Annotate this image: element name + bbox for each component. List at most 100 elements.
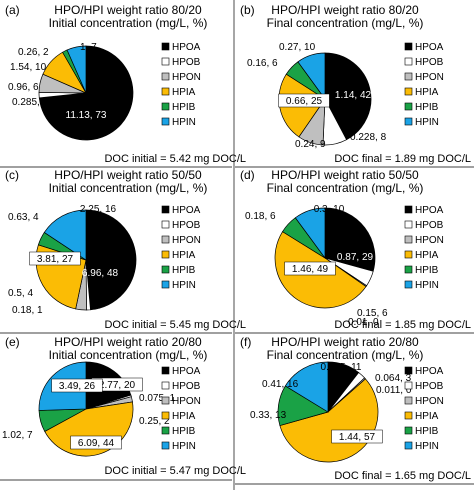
doc-text: DOC initial = 5.47 mg DOC/L bbox=[104, 465, 246, 477]
slice-label-box bbox=[29, 251, 81, 266]
legend-swatch-hpob bbox=[404, 381, 413, 390]
slice-label-hpon: 0.24, 9 bbox=[295, 139, 326, 150]
panel-label: (d) bbox=[240, 168, 255, 182]
slice-label-hpob: 0.15, 6 bbox=[357, 308, 388, 319]
legend-label-hpoa: HPOA bbox=[172, 42, 201, 53]
panel-title: HPO/HPI weight ratio 20/80 bbox=[271, 335, 419, 349]
slice-label-hpib: 0.26, 2 bbox=[18, 47, 49, 58]
legend-swatch-hpia bbox=[404, 411, 413, 420]
legend-swatch-hpob bbox=[404, 220, 413, 229]
panel-label: (e) bbox=[5, 335, 20, 349]
panel-subtitle: Final concentration (mg/L, %) bbox=[267, 348, 424, 362]
doc-text: DOC initial = 5.42 mg DOC/L bbox=[104, 153, 246, 165]
legend-label-hpon: HPON bbox=[172, 235, 201, 246]
slice-label-hpob: 0.075, 1 bbox=[139, 393, 176, 404]
panel-title: HPO/HPI weight ratio 80/20 bbox=[54, 3, 202, 17]
legend-swatch-hpob bbox=[161, 57, 170, 66]
legend-label-hpoa: HPOA bbox=[415, 366, 444, 377]
legend-label-hpia: HPIA bbox=[415, 411, 439, 422]
slice-label-hpob: 0.064, 3 bbox=[375, 373, 412, 384]
legend-label-hpob: HPOB bbox=[415, 57, 444, 68]
legend-label-hpoa: HPOA bbox=[415, 42, 444, 53]
legend-swatch-hpia bbox=[161, 250, 170, 259]
legend-swatch-hpib bbox=[161, 265, 170, 274]
panel-label: (c) bbox=[5, 168, 19, 182]
legend-label-hpob: HPOB bbox=[172, 220, 201, 231]
panel-title: HPO/HPI weight ratio 80/20 bbox=[271, 3, 419, 17]
legend-swatch-hpoa bbox=[161, 42, 170, 51]
legend-label-hpib: HPIB bbox=[172, 426, 196, 437]
slice-label-hpon: 0.01, 0 bbox=[348, 317, 379, 328]
legend-swatch-hpoa bbox=[161, 366, 170, 375]
slice-label-hpoa: 1.14, 42 bbox=[335, 90, 372, 101]
slice-label-hpob: 0.228, 8 bbox=[350, 132, 387, 143]
slice-label-hpia: 1.44, 57 bbox=[339, 432, 376, 443]
slice-label-hpib: 0.16, 6 bbox=[247, 58, 278, 69]
legend-label-hpoa: HPOA bbox=[172, 205, 201, 216]
legend-label-hpia: HPIA bbox=[172, 411, 196, 422]
doc-text: DOC final = 1.89 mg DOC/L bbox=[334, 153, 471, 165]
pie-slice-hpoa bbox=[85, 209, 137, 311]
legend-swatch-hpon bbox=[161, 235, 170, 244]
pie-slice-hpin bbox=[66, 45, 87, 94]
panel-subtitle: Initial concentration (mg/L, %) bbox=[49, 348, 208, 362]
legend-label-hpib: HPIB bbox=[415, 426, 439, 437]
slice-label-hpoa: 0.265, 11 bbox=[321, 362, 362, 373]
legend-swatch-hpin bbox=[161, 280, 170, 289]
slice-label-hpon: 0.96, 6 bbox=[8, 82, 39, 93]
legend-label-hpob: HPOB bbox=[415, 220, 444, 231]
pie-slice-hpoa bbox=[324, 52, 372, 141]
panel-label: (f) bbox=[240, 335, 251, 349]
legend-label-hpin: HPIN bbox=[415, 441, 439, 452]
panel-subtitle: Final concentration (mg/L, %) bbox=[267, 181, 424, 195]
legend-label-hpia: HPIA bbox=[415, 87, 439, 98]
legend-label-hpin: HPIN bbox=[415, 280, 439, 291]
legend-label-hpin: HPIN bbox=[172, 280, 196, 291]
legend-label-hpon: HPON bbox=[172, 72, 201, 83]
legend-label-hpon: HPON bbox=[415, 396, 444, 407]
slice-label-hpib: 0.33, 13 bbox=[250, 410, 287, 421]
legend-swatch-hpin bbox=[404, 117, 413, 126]
legend-swatch-hpin bbox=[161, 441, 170, 450]
legend-swatch-hpia bbox=[161, 411, 170, 420]
legend-swatch-hpib bbox=[404, 426, 413, 435]
slice-label-hpib: 0.18, 6 bbox=[245, 211, 276, 222]
legend-label-hpon: HPON bbox=[415, 72, 444, 83]
slice-label-hpib: 1.02, 7 bbox=[2, 430, 33, 441]
legend-label-hpon: HPON bbox=[172, 396, 201, 407]
slice-label-hpin: 3.49, 26 bbox=[59, 381, 96, 392]
legend-swatch-hpob bbox=[161, 381, 170, 390]
panel-label: (a) bbox=[5, 3, 20, 17]
legend-label-hpib: HPIB bbox=[172, 265, 196, 276]
panel-subtitle: Initial concentration (mg/L, %) bbox=[49, 16, 208, 30]
slice-label-hpia: 0.66, 25 bbox=[286, 96, 323, 107]
panel-title: HPO/HPI weight ratio 50/50 bbox=[271, 168, 419, 182]
slice-label-hpib: 0.63, 4 bbox=[8, 212, 39, 223]
legend-swatch-hpon bbox=[161, 72, 170, 81]
panel-title: HPO/HPI weight ratio 20/80 bbox=[54, 335, 202, 349]
slice-label-hpia: 1.54, 10 bbox=[10, 62, 47, 73]
legend-swatch-hpon bbox=[404, 396, 413, 405]
pie-slice-hpin bbox=[43, 209, 87, 261]
legend-swatch-hpon bbox=[161, 396, 170, 405]
doc-text: DOC final = 1.65 mg DOC/L bbox=[334, 470, 471, 482]
legend-swatch-hpin bbox=[161, 117, 170, 126]
legend-label-hpin: HPIN bbox=[172, 441, 196, 452]
panel-label: (b) bbox=[240, 3, 255, 17]
slice-label-hpon: 0.25, 2 bbox=[139, 416, 170, 427]
panel-title: HPO/HPI weight ratio 50/50 bbox=[54, 168, 202, 182]
legend-label-hpob: HPOB bbox=[415, 381, 444, 392]
slice-label-hpon: 0.011, 0 bbox=[376, 385, 412, 396]
slice-label-hpob: 0.18, 1 bbox=[12, 305, 43, 316]
legend-swatch-hpib bbox=[161, 102, 170, 111]
legend-label-hpob: HPOB bbox=[172, 57, 201, 68]
pie-slice-hpoa bbox=[324, 207, 376, 272]
slice-label-hpoa: 6.96, 48 bbox=[82, 268, 119, 279]
legend-swatch-hpia bbox=[161, 87, 170, 96]
slice-label-box bbox=[278, 93, 330, 108]
panel-subtitle: Final concentration (mg/L, %) bbox=[267, 16, 424, 30]
legend-swatch-hpia bbox=[404, 87, 413, 96]
legend-label-hpib: HPIB bbox=[415, 102, 439, 113]
